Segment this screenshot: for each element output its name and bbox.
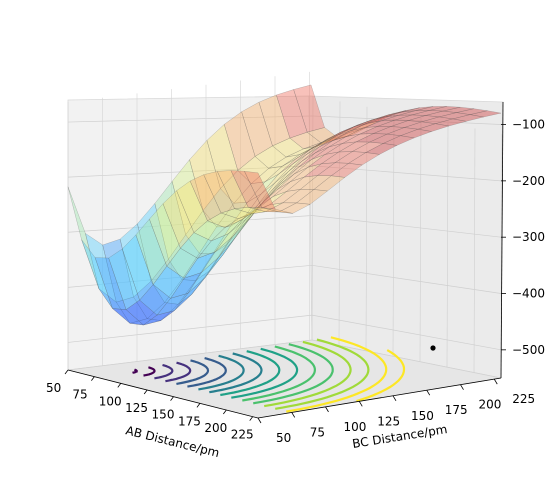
contour-line — [356, 349, 406, 403]
y-tick-label: 125 — [377, 414, 400, 428]
y-gridline — [473, 128, 476, 373]
y-gridline — [419, 117, 422, 362]
x-axis-ticks: 50 75 100 125 150 175 200 225 — [46, 369, 254, 442]
contour-line — [264, 340, 352, 408]
x-tick-mark — [64, 369, 69, 375]
x-tick-label: 225 — [231, 428, 254, 442]
y-tick-mark — [325, 406, 329, 413]
contour-line — [275, 338, 370, 410]
contour-plot — [132, 336, 406, 413]
y-tick-label: 150 — [411, 409, 434, 423]
y-tick-label: 50 — [276, 431, 291, 445]
contour-line — [176, 359, 210, 385]
y-tick-label: 200 — [479, 398, 502, 412]
x-tick-mark — [196, 403, 201, 408]
z-tick-label: −100 — [512, 118, 545, 132]
x-tick-mark — [170, 396, 174, 401]
x-tick-label: 200 — [204, 421, 227, 435]
contour-line — [220, 350, 281, 397]
z-gridline — [67, 165, 502, 182]
y-tick-label: 225 — [512, 392, 535, 406]
x-tick-mark — [117, 383, 122, 388]
x-tick-mark — [91, 376, 95, 381]
z-tick-label: −400 — [512, 287, 545, 301]
contour-line — [132, 368, 138, 374]
x-tick-label: 50 — [46, 381, 61, 395]
x-tick-mark — [223, 409, 227, 415]
contour-line — [242, 345, 317, 402]
y-tick-mark — [257, 417, 262, 424]
y-gridline — [338, 101, 341, 346]
x-tick-mark — [249, 416, 254, 421]
z-axis-ticks: −100 −200 −300 −400 −500 — [501, 118, 545, 357]
x-tick-label: 125 — [125, 401, 148, 415]
contour-line — [165, 361, 192, 383]
contour-line — [154, 363, 174, 380]
marker-layer — [430, 345, 436, 351]
grid-lines — [67, 71, 503, 378]
y-tick-mark — [392, 395, 397, 401]
y-gridline — [446, 122, 449, 368]
z-tick-label: −500 — [512, 343, 545, 357]
x-tick-label: 75 — [72, 388, 87, 402]
y-gridline — [365, 106, 368, 351]
z-gridline — [67, 115, 502, 125]
contour-line — [286, 336, 388, 413]
contour-line — [253, 343, 334, 405]
x-tick-mark — [143, 389, 148, 395]
x-tick-label: 100 — [99, 394, 122, 408]
z-gridline — [67, 215, 502, 238]
surface-patch — [244, 171, 276, 210]
marker-point — [430, 345, 436, 351]
y-tick-mark — [493, 378, 498, 385]
z-tick-label: −200 — [512, 174, 545, 188]
y-gridline — [392, 112, 395, 357]
x-tick-label: 150 — [152, 408, 175, 422]
y-tick-label: 100 — [344, 420, 367, 434]
contour-line — [209, 352, 263, 394]
y-axis-ticks: 50 75 100 125 150 175 200 225 — [257, 378, 535, 445]
y-tick-label: 75 — [310, 425, 325, 439]
y-tick-mark — [460, 384, 464, 390]
z-gridline — [67, 264, 502, 294]
contour-line — [198, 354, 245, 391]
energy-surface — [67, 84, 502, 326]
contour-line — [231, 347, 299, 399]
z-axis-line — [500, 101, 504, 379]
y-tick-label: 175 — [445, 403, 468, 417]
contour-line — [143, 366, 156, 377]
z-tick-label: −300 — [512, 230, 545, 244]
x-tick-label: 175 — [178, 414, 201, 428]
y-tick-mark — [426, 390, 431, 396]
y-tick-mark — [358, 401, 363, 407]
contour-line — [187, 357, 227, 388]
y-tick-mark — [291, 412, 296, 418]
